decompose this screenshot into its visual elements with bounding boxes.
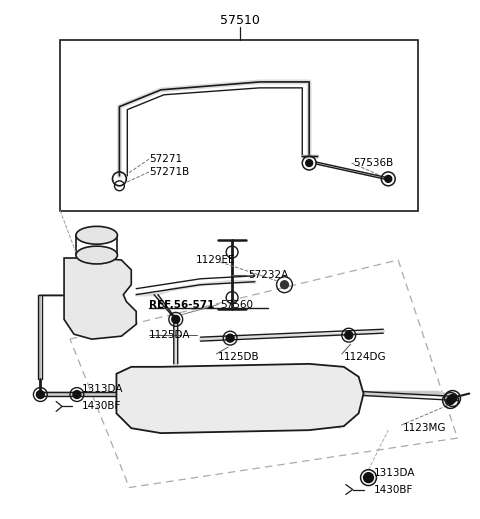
Text: 57232A: 57232A [248,270,288,280]
Ellipse shape [76,226,118,244]
Text: 57536B: 57536B [354,158,394,168]
Polygon shape [64,258,136,339]
Circle shape [363,473,373,483]
Circle shape [448,394,456,402]
Text: 1124DG: 1124DG [344,352,386,362]
Circle shape [36,391,44,399]
Circle shape [172,316,180,323]
Text: 1123MG: 1123MG [403,423,446,433]
Circle shape [385,175,392,182]
Text: 1430BF: 1430BF [82,401,121,412]
Text: 1125DA: 1125DA [149,330,191,340]
Circle shape [73,391,81,399]
Bar [60,40,418,211]
Text: 57271B: 57271B [149,167,189,177]
Text: 1313DA: 1313DA [82,384,123,393]
Polygon shape [117,364,363,433]
Circle shape [226,334,234,342]
Text: 1125DB: 1125DB [218,352,260,362]
Text: 1313DA: 1313DA [373,468,415,477]
Circle shape [306,159,312,167]
Text: 1129EE: 1129EE [195,255,235,265]
Text: 1430BF: 1430BF [373,485,413,495]
Text: 57271: 57271 [149,154,182,164]
Circle shape [280,281,288,289]
Text: 57560: 57560 [220,299,253,309]
Circle shape [345,331,353,339]
Text: REF.56-571: REF.56-571 [149,299,215,309]
Circle shape [446,397,455,404]
Text: 57510: 57510 [220,14,260,27]
Ellipse shape [76,246,118,264]
